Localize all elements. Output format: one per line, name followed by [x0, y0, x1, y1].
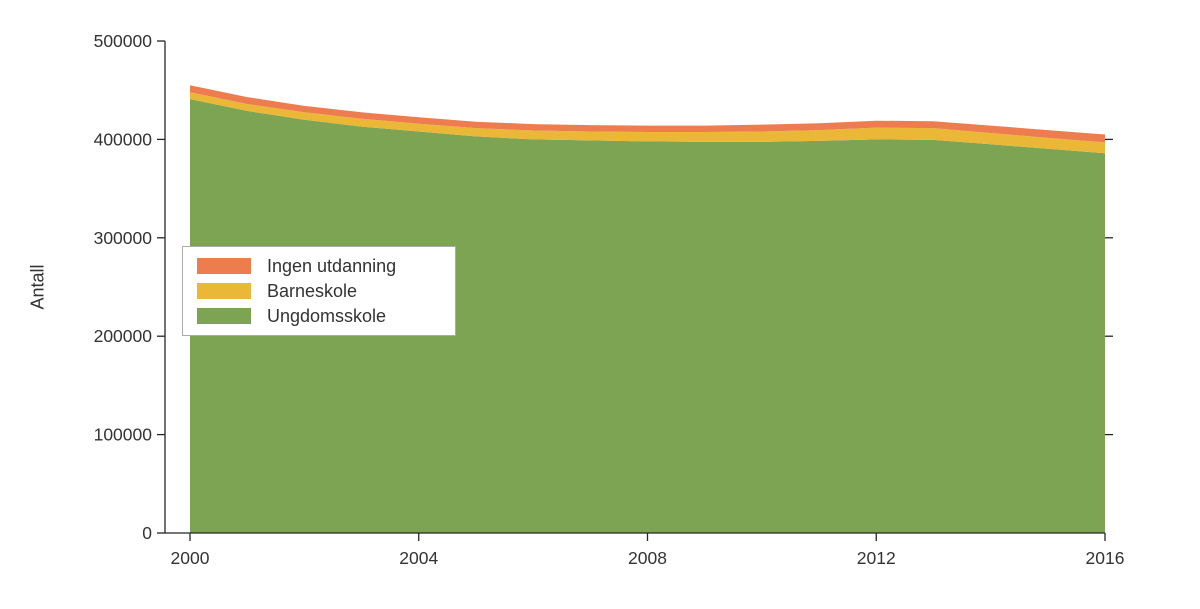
- y-tick-label: 200000: [94, 326, 153, 346]
- area-series-barneskole: [190, 92, 1105, 154]
- y-tick-label: 100000: [94, 425, 153, 445]
- legend-item-ungdomsskole: Ungdomsskole: [197, 305, 441, 327]
- area-series-ungdomsskole: [190, 99, 1105, 533]
- legend-swatch-barneskole: [197, 283, 251, 299]
- legend-item-ingen-utdanning: Ingen utdanning: [197, 255, 441, 277]
- y-axis-title: Antall: [27, 264, 48, 310]
- legend-label-barneskole: Barneskole: [267, 281, 358, 301]
- legend-label-ungdomsskole: Ungdomsskole: [267, 306, 387, 326]
- area-series-ingen-utdanning: [190, 85, 1105, 143]
- x-tick-label: 2000: [171, 548, 210, 568]
- y-tick-label: 0: [142, 523, 152, 543]
- y-tick-label: 500000: [94, 31, 153, 51]
- legend-swatch-ungdomsskole: [197, 308, 251, 324]
- legend-label-ingen-utdanning: Ingen utdanning: [267, 256, 397, 276]
- x-tick-label: 2016: [1086, 548, 1125, 568]
- x-tick-label: 2008: [628, 548, 667, 568]
- y-tick-label: 400000: [94, 129, 153, 149]
- legend-item-barneskole: Barneskole: [197, 280, 441, 302]
- x-tick-label: 2012: [857, 548, 896, 568]
- x-tick-label: 2004: [399, 548, 438, 568]
- y-tick-label: 300000: [94, 228, 153, 248]
- legend-swatch-ingen-utdanning: [197, 258, 251, 274]
- legend: Ingen utdanning Barneskole Ungdomsskole: [182, 246, 456, 336]
